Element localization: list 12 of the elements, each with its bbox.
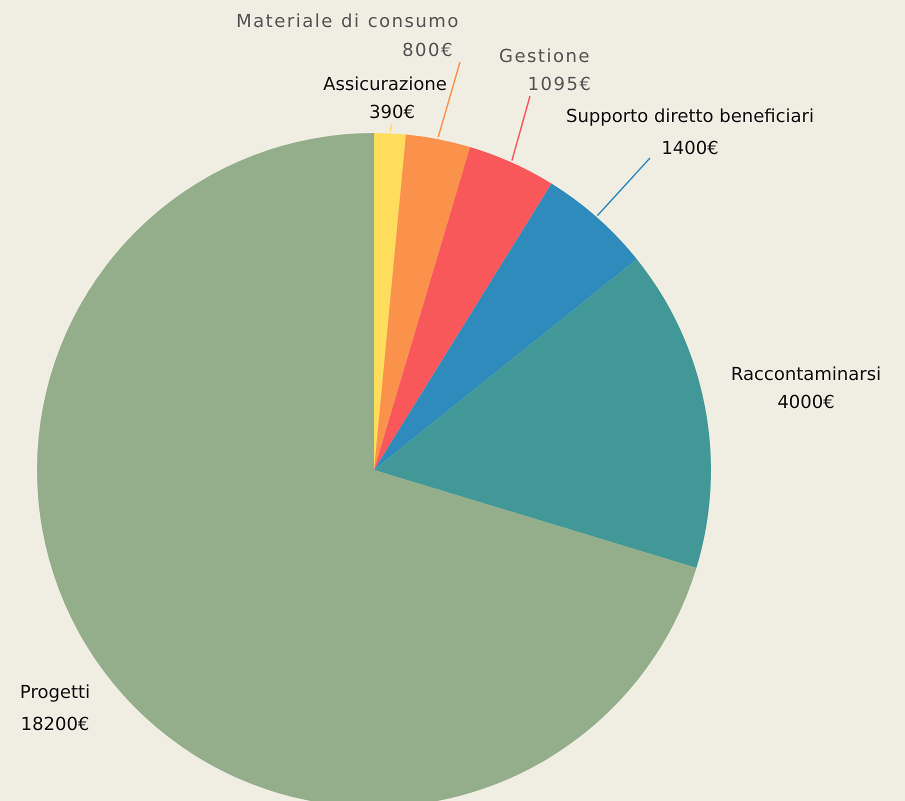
- data-label: 1095€: [528, 74, 592, 95]
- data-label: 1400€: [661, 138, 719, 159]
- slice-label: Gestione: [499, 46, 591, 67]
- data-label: 390€: [369, 102, 415, 123]
- slice-label: Assicurazione: [323, 74, 447, 95]
- slice-label: Supporto diretto beneficiari: [566, 106, 814, 127]
- slice-label: Materiale di consumo: [236, 11, 460, 32]
- slice-label: Raccontaminarsi: [730, 364, 882, 385]
- data-label: 4000€: [777, 392, 835, 413]
- data-label: 800€: [402, 40, 454, 61]
- data-label: 18200€: [20, 714, 90, 735]
- slice-label: Progetti: [20, 682, 90, 703]
